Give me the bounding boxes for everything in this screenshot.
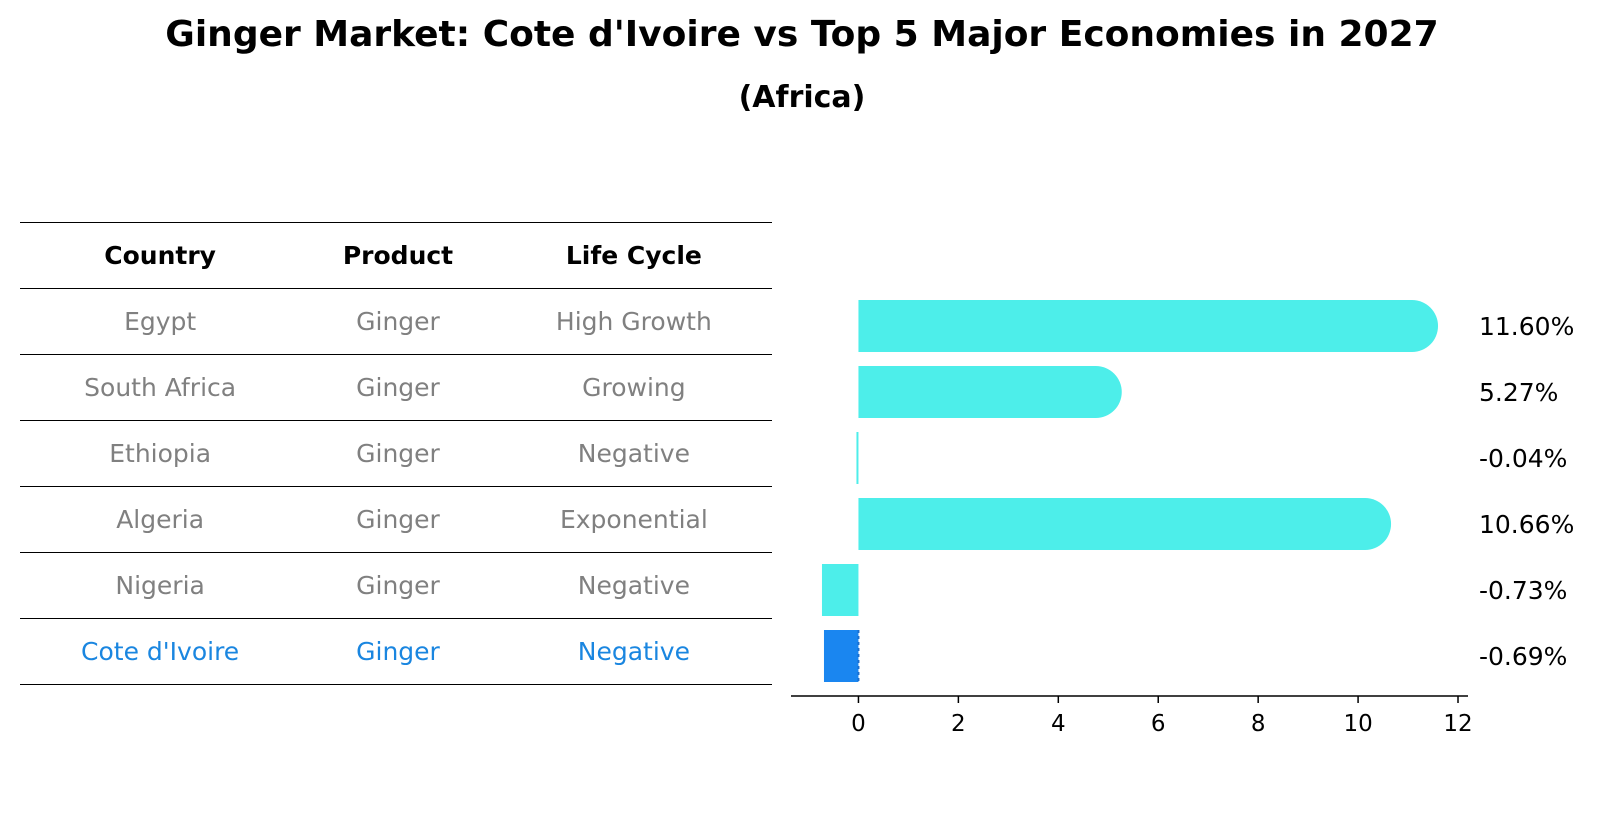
cell-product: Ginger bbox=[300, 486, 496, 553]
cell-product: Ginger bbox=[300, 618, 496, 685]
cell-life-cycle: Negative bbox=[495, 618, 772, 685]
cell-country: Nigeria bbox=[20, 552, 301, 619]
cell-product: Ginger bbox=[300, 420, 496, 487]
value-label: 10.66% bbox=[1479, 510, 1574, 539]
cell-life-cycle: Growing bbox=[495, 354, 772, 421]
x-tick-label: 0 bbox=[851, 711, 866, 737]
x-tick-label: 10 bbox=[1343, 711, 1372, 737]
cell-country: Egypt bbox=[20, 288, 301, 355]
bar-ethiopia bbox=[856, 432, 859, 484]
table-row: Ethiopia Ginger Negative bbox=[20, 420, 772, 487]
cell-product: Ginger bbox=[300, 288, 496, 355]
cell-life-cycle: Exponential bbox=[495, 486, 772, 553]
bar-nigeria bbox=[821, 564, 859, 616]
table-header-row: Country Product Life Cycle bbox=[20, 222, 772, 289]
chart-subtitle: (Africa) bbox=[738, 80, 866, 115]
value-label: -0.73% bbox=[1479, 576, 1567, 605]
cell-life-cycle: High Growth bbox=[495, 288, 772, 355]
cell-life-cycle: Negative bbox=[495, 552, 772, 619]
table-row-highlight: Cote d'Ivoire Ginger Negative bbox=[20, 618, 772, 685]
cell-product: Ginger bbox=[300, 354, 496, 421]
header-life-cycle: Life Cycle bbox=[495, 222, 772, 289]
x-tick-label: 6 bbox=[1151, 711, 1166, 737]
value-label: -0.69% bbox=[1479, 642, 1567, 671]
value-label: -0.04% bbox=[1479, 444, 1567, 473]
cell-product: Ginger bbox=[300, 552, 496, 619]
header-country: Country bbox=[20, 222, 301, 289]
bar-egypt bbox=[858, 300, 1439, 352]
x-tick-label: 2 bbox=[951, 711, 966, 737]
x-tick-label: 12 bbox=[1443, 711, 1472, 737]
bar-cote-d-ivoire bbox=[823, 630, 859, 682]
cell-country: Cote d'Ivoire bbox=[20, 618, 301, 685]
table-row: Algeria Ginger Exponential bbox=[20, 486, 772, 553]
value-label: 5.27% bbox=[1479, 378, 1558, 407]
bar-south-africa bbox=[858, 366, 1122, 418]
bar-algeria bbox=[858, 498, 1392, 550]
chart-title: Ginger Market: Cote d'Ivoire vs Top 5 Ma… bbox=[165, 14, 1439, 55]
market-table: Country Product Life Cycle Egypt Ginger … bbox=[20, 222, 772, 685]
x-tick-label: 4 bbox=[1051, 711, 1066, 737]
table-row: South Africa Ginger Growing bbox=[20, 354, 772, 421]
header-product: Product bbox=[300, 222, 496, 289]
table-row: Nigeria Ginger Negative bbox=[20, 552, 772, 619]
cell-country: Algeria bbox=[20, 486, 301, 553]
cell-country: South Africa bbox=[20, 354, 301, 421]
x-tick-label: 8 bbox=[1251, 711, 1266, 737]
cell-life-cycle: Negative bbox=[495, 420, 772, 487]
value-label: 11.60% bbox=[1479, 312, 1574, 341]
table-row: Egypt Ginger High Growth bbox=[20, 288, 772, 355]
cell-country: Ethiopia bbox=[20, 420, 301, 487]
